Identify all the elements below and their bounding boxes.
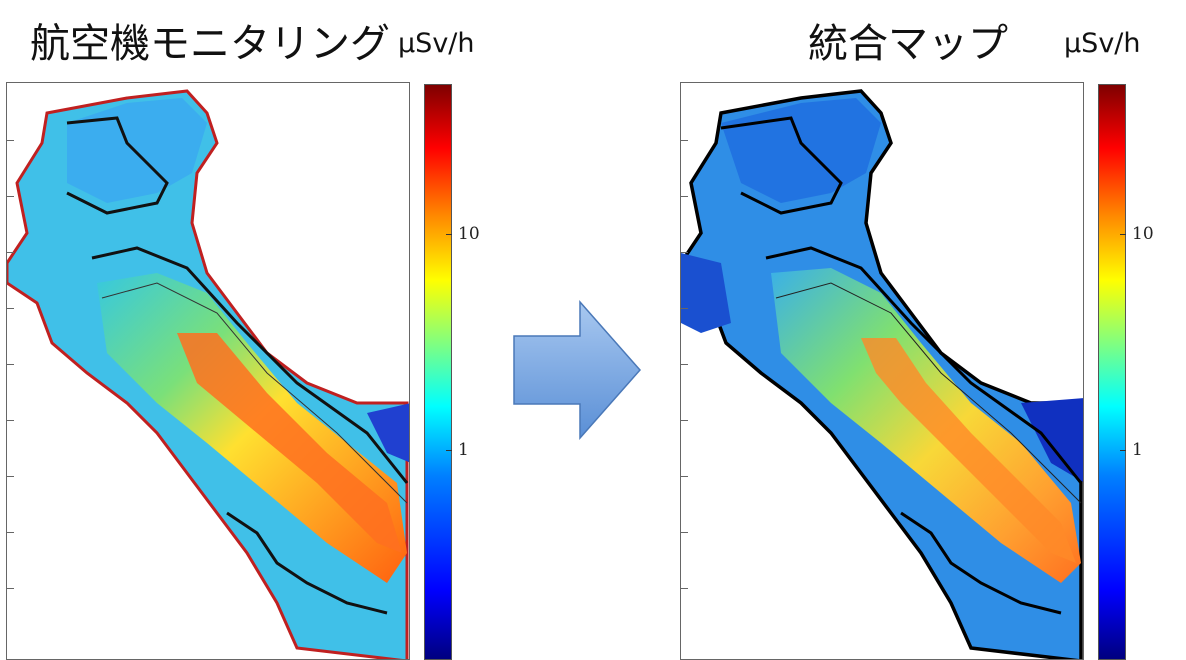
left-contour-2	[66, 116, 169, 215]
right-contour-1	[765, 246, 1083, 484]
left-colorbar-unit: μSv/h	[398, 28, 475, 59]
right-map-title: 統合マップ	[808, 21, 1008, 67]
left-map-frame	[6, 82, 410, 660]
right-contour-2	[720, 116, 843, 215]
right-colorbar-tick-1: 1	[1132, 440, 1143, 460]
right-dose-map	[681, 89, 1083, 659]
left-colorbar-tick-1: 1	[458, 440, 469, 460]
left-contour-3	[226, 511, 388, 615]
right-arrow-icon	[513, 300, 642, 440]
right-north-area	[721, 98, 881, 203]
right-hot-core	[861, 338, 1076, 563]
right-contour-3	[900, 511, 1062, 615]
left-map-title: 航空機モニタリング	[30, 21, 390, 67]
left-colorbar-tick-10: 10	[458, 224, 480, 244]
left-dose-map	[7, 89, 409, 659]
left-colorbar	[424, 84, 452, 660]
right-colorbar-unit: μSv/h	[1064, 28, 1141, 59]
right-colorbar-tick-10: 10	[1132, 224, 1154, 244]
left-contour-thin	[101, 282, 408, 504]
right-map-frame	[680, 82, 1084, 660]
left-east-blue	[367, 403, 409, 463]
left-contour-1	[91, 246, 409, 484]
right-colorbar	[1098, 84, 1126, 660]
right-east-blue	[1021, 398, 1083, 482]
right-west-blue	[681, 253, 731, 333]
left-north-area	[67, 98, 207, 203]
left-hot-core	[177, 333, 402, 553]
right-contour-thin	[775, 282, 1082, 504]
